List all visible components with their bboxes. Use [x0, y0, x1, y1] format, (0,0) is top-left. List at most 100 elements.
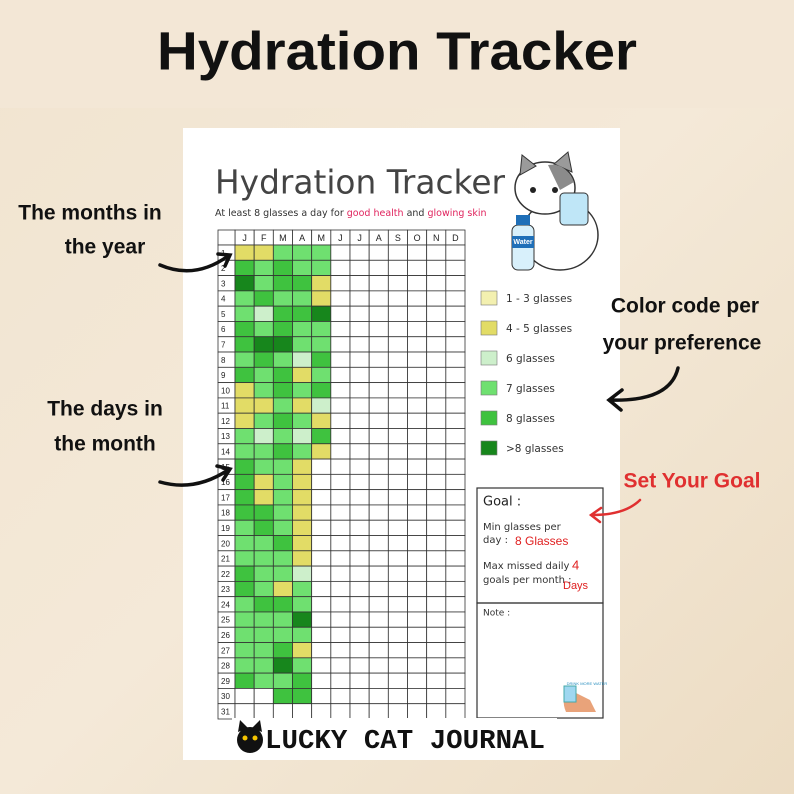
- tracker-cell: [272, 703, 293, 720]
- tracker-cell: [272, 504, 293, 521]
- day-label: 10: [221, 386, 230, 395]
- empty-cell: [407, 642, 428, 659]
- empty-cell: [407, 703, 428, 720]
- tracker-cell: [311, 366, 332, 384]
- annotation: the month: [54, 433, 155, 456]
- tracker-cell: [253, 688, 274, 705]
- empty-cell: [368, 703, 389, 720]
- empty-cell: [349, 626, 370, 643]
- tracker-cell: [272, 626, 293, 643]
- tracker-cell: [311, 504, 332, 521]
- tracker-cell: [311, 626, 332, 643]
- day-label: 4: [221, 295, 226, 304]
- day-label: 31: [221, 707, 230, 716]
- tracker-cell: [253, 351, 274, 368]
- empty-cell: [368, 321, 389, 338]
- empty-cell: [426, 611, 447, 628]
- tracker-cell: [272, 565, 293, 582]
- tracker-cell: [253, 382, 274, 399]
- empty-cell: [330, 428, 351, 445]
- month-label: N: [433, 233, 440, 243]
- tracker-cell: [253, 626, 274, 643]
- tracker-cell: [272, 244, 293, 261]
- tracker-cell: [234, 657, 255, 674]
- tracker-cell: [311, 550, 332, 567]
- tracker-cell: [253, 259, 274, 276]
- tracker-cell: [253, 703, 274, 720]
- tracker-cell: [311, 351, 332, 368]
- month-label: M: [318, 233, 326, 243]
- empty-cell: [368, 626, 389, 643]
- day-label: 29: [221, 677, 230, 686]
- empty-cell: [349, 473, 370, 491]
- empty-cell: [426, 290, 447, 307]
- empty-cell: [330, 290, 351, 307]
- empty-cell: [330, 259, 351, 276]
- empty-cell: [407, 489, 428, 506]
- empty-cell: [407, 611, 428, 628]
- empty-cell: [387, 688, 408, 705]
- tracker-cell: [311, 305, 332, 322]
- cat-illustration: Water: [511, 151, 599, 271]
- empty-cell: [368, 550, 389, 567]
- empty-cell: [445, 703, 466, 720]
- day-label: 23: [221, 585, 230, 594]
- empty-cell: [387, 489, 408, 506]
- empty-cell: [330, 672, 351, 689]
- empty-cell: [368, 672, 389, 689]
- empty-cell: [368, 397, 389, 414]
- empty-cell: [330, 519, 351, 536]
- day-label: 8: [221, 356, 226, 365]
- goal-max-unit: Days: [563, 580, 589, 592]
- tracker-cell: [253, 642, 274, 659]
- legend-label: 6 glasses: [506, 353, 555, 365]
- empty-cell: [387, 473, 408, 491]
- tracker-cell: [234, 290, 255, 307]
- empty-cell: [349, 351, 370, 368]
- empty-cell: [407, 504, 428, 521]
- empty-cell: [426, 412, 447, 429]
- tracker-cell: [311, 688, 332, 705]
- tracker-cell: [272, 443, 293, 460]
- tracker-grid: J F M A M J J A S O N D1234567891011121314151617181…: [217, 229, 466, 720]
- tracker-cell: [292, 290, 313, 307]
- goal-max-label: goals per month :: [483, 575, 572, 586]
- empty-cell: [426, 336, 447, 353]
- empty-cell: [426, 703, 447, 720]
- tracker-cell: [253, 473, 274, 491]
- tracker-cell: [311, 596, 332, 613]
- empty-cell: [426, 321, 447, 338]
- tracker-cell: [292, 596, 313, 613]
- annotation: The months in: [18, 202, 162, 225]
- tracker-cell: [272, 366, 293, 384]
- empty-cell: [407, 428, 428, 445]
- empty-cell: [407, 596, 428, 613]
- tracker-cell: [234, 580, 255, 598]
- empty-cell: [407, 519, 428, 536]
- empty-cell: [387, 290, 408, 307]
- empty-cell: [426, 366, 447, 384]
- empty-cell: [407, 580, 428, 598]
- tracker-cell: [253, 596, 274, 613]
- tracker-cell: [292, 397, 313, 414]
- empty-cell: [445, 305, 466, 322]
- subtitle-part: At least 8 glasses a day for: [215, 208, 347, 219]
- empty-cell: [445, 657, 466, 674]
- empty-cell: [387, 580, 408, 598]
- empty-cell: [387, 351, 408, 368]
- tracker-cell: [234, 305, 255, 322]
- empty-cell: [426, 504, 447, 521]
- month-label: A: [376, 233, 382, 243]
- annotation: The days in: [47, 398, 163, 421]
- tracker-cell: [292, 458, 313, 475]
- subtitle-part: and: [404, 208, 428, 219]
- icon-text: DRINK MORE WATER: [567, 681, 608, 686]
- empty-cell: [368, 519, 389, 536]
- legend-swatch: [480, 380, 498, 396]
- empty-cell: [349, 489, 370, 506]
- tracker-cell: [311, 565, 332, 582]
- tracker-cell: [253, 366, 274, 384]
- bottle-label: Water: [513, 239, 532, 246]
- empty-cell: [368, 443, 389, 460]
- empty-cell: [330, 703, 351, 720]
